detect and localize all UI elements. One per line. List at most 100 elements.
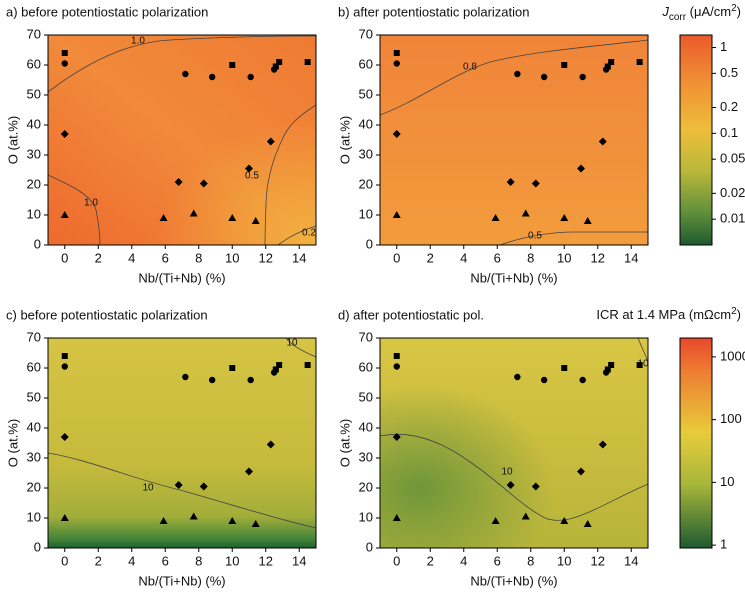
plot-frame <box>47 34 317 246</box>
marker <box>228 214 237 221</box>
contour-label: 1.0 <box>84 198 98 209</box>
colorbar-tick-label: 0.05 <box>720 151 745 166</box>
x-tick-label: 14 <box>624 250 638 265</box>
x-axis-title: Nb/(Ti+Nb) (%) <box>470 270 557 285</box>
contour-line <box>379 433 649 521</box>
marker <box>577 467 585 476</box>
marker <box>491 214 500 221</box>
x-tick-label: 12 <box>259 553 273 568</box>
marker <box>276 59 283 65</box>
y-tick-label: 30 <box>27 449 41 464</box>
x-tick-label: 0 <box>393 553 400 568</box>
contour-line <box>47 452 317 529</box>
y-tick-label: 60 <box>359 359 373 374</box>
y-axis-title: O (at.%) <box>337 116 352 164</box>
marker <box>159 214 168 221</box>
marker <box>228 517 237 524</box>
x-tick-label: 4 <box>128 250 135 265</box>
marker <box>270 369 278 376</box>
marker <box>583 520 592 527</box>
y-tick-label: 50 <box>359 86 373 101</box>
plot-frame <box>379 34 649 246</box>
marker <box>540 73 548 81</box>
marker <box>272 366 279 373</box>
x-tick-label: 6 <box>494 553 501 568</box>
marker <box>540 376 548 384</box>
colorbar-title-part: ) <box>737 4 741 19</box>
x-tick-label: 14 <box>292 250 306 265</box>
y-axis-title: O (at.%) <box>337 419 352 467</box>
x-axis-title: Nb/(Ti+Nb) (%) <box>138 270 225 285</box>
y-tick-label: 40 <box>359 116 373 131</box>
marker <box>604 366 611 373</box>
marker <box>393 353 400 359</box>
marker <box>521 209 530 217</box>
marker <box>604 63 611 70</box>
x-tick-label: 4 <box>460 553 467 568</box>
marker <box>304 362 311 368</box>
y-tick-label: 50 <box>359 389 373 404</box>
contour-label: 0.8 <box>463 62 477 73</box>
marker <box>276 362 283 368</box>
y-tick-label: 30 <box>27 146 41 161</box>
marker <box>392 514 401 521</box>
y-tick-label: 50 <box>27 389 41 404</box>
marker <box>602 369 610 376</box>
marker <box>514 373 521 381</box>
x-tick-label: 6 <box>162 553 169 568</box>
contour-label: 10 <box>286 338 298 349</box>
x-tick-label: 8 <box>195 553 202 568</box>
y-tick-label: 60 <box>27 56 41 71</box>
y-axis-title: O (at.%) <box>5 116 20 164</box>
x-tick-label: 0 <box>393 250 400 265</box>
marker <box>531 482 540 491</box>
y-tick-label: 10 <box>359 509 373 524</box>
marker <box>506 178 515 186</box>
x-tick-label: 2 <box>95 553 102 568</box>
marker <box>393 60 400 67</box>
colorbar-tick-label: 100 <box>720 411 742 426</box>
y-tick-label: 0 <box>34 539 41 554</box>
x-tick-label: 8 <box>527 553 534 568</box>
y-tick-label: 50 <box>27 86 41 101</box>
x-axis-title: Nb/(Ti+Nb) (%) <box>138 573 225 588</box>
marker <box>521 512 530 520</box>
colorbar-title-part: J <box>661 4 669 19</box>
y-tick-label: 20 <box>27 479 41 494</box>
y-tick-label: 40 <box>359 419 373 434</box>
x-tick-label: 12 <box>591 250 605 265</box>
x-tick-label: 14 <box>292 553 306 568</box>
marker <box>199 482 208 491</box>
y-tick-label: 20 <box>27 176 41 191</box>
x-tick-label: 0 <box>61 553 68 568</box>
colorbar-tick-label: 1 <box>720 537 727 552</box>
contour-line <box>285 337 317 358</box>
marker <box>182 70 189 78</box>
x-tick-label: 10 <box>225 250 239 265</box>
marker <box>60 211 69 218</box>
y-tick-label: 40 <box>27 116 41 131</box>
marker <box>598 440 607 449</box>
y-axis-title: O (at.%) <box>5 419 20 467</box>
y-tick-label: 0 <box>34 236 41 251</box>
marker <box>579 73 586 81</box>
contour-label: 1.0 <box>131 36 145 47</box>
marker <box>560 517 569 524</box>
marker <box>61 363 68 370</box>
marker <box>304 59 311 65</box>
panel-title: b) after potentiostatic polarization <box>338 4 530 19</box>
marker <box>61 353 68 359</box>
marker <box>270 66 278 73</box>
marker <box>560 214 569 221</box>
marker <box>579 376 586 384</box>
x-tick-label: 14 <box>624 553 638 568</box>
x-tick-label: 8 <box>195 250 202 265</box>
contour-label: 10 <box>142 483 154 494</box>
colorbar-tick-label: 0.2 <box>720 99 738 114</box>
marker <box>392 433 401 441</box>
marker <box>531 179 540 188</box>
colorbar-tick-label: 0.02 <box>720 185 745 200</box>
y-tick-label: 0 <box>366 236 373 251</box>
colorbar-title-part: (μA/cm <box>686 4 731 19</box>
marker <box>266 440 275 449</box>
